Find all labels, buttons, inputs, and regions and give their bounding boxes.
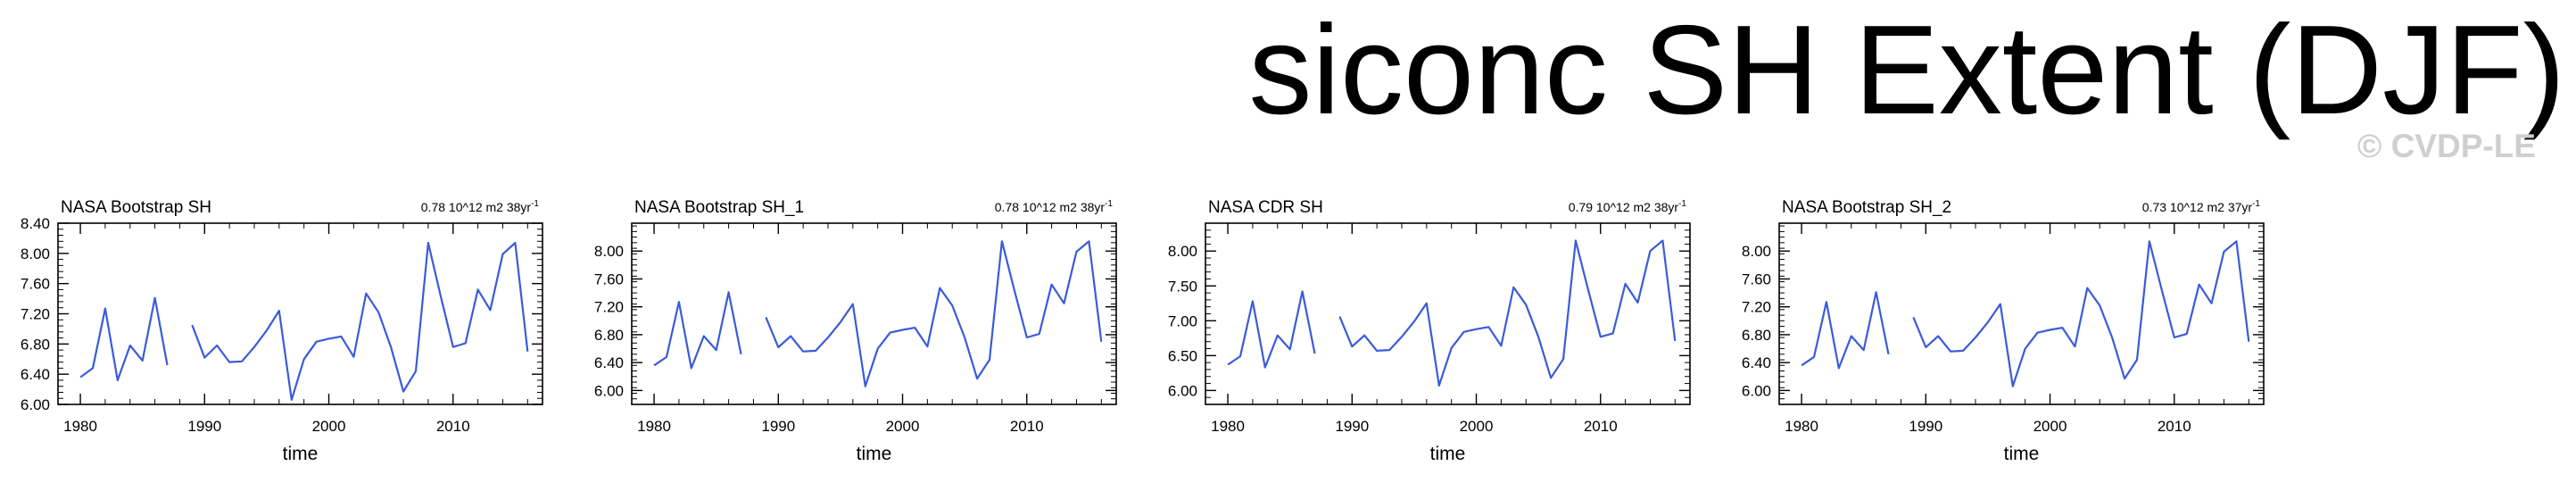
x-tick-label: 2010 (1010, 418, 1044, 435)
y-tick-label: 6.00 (1742, 382, 1771, 399)
chart-panel-4: 1980 1990 2000 2010 6.00 6.40 6.80 7.20 7.60 8.00… (1742, 198, 2265, 464)
trend-superscript: -1 (1678, 199, 1686, 209)
x-tick-label: 2010 (1584, 418, 1618, 435)
y-tick-label: 7.60 (594, 270, 624, 287)
trend-annotation: 0.73 10^12 m2 37yr-1 (2142, 199, 2261, 214)
chart-title: NASA Bootstrap SH_2 (1782, 198, 1951, 217)
series-line (79, 296, 169, 381)
series-line (1338, 239, 1677, 387)
series-line (1227, 290, 1316, 369)
y-tick-label: 7.00 (1168, 312, 1197, 329)
plot-frame (57, 222, 543, 405)
chart-panel-3: 1980 1990 2000 2010 6.00 6.50 7.00 7.50 8.00 NASA… (1168, 198, 1691, 464)
y-tick-label: 6.40 (1742, 354, 1771, 371)
y-tick-label: 7.50 (1168, 278, 1197, 295)
x-tick-label: 2000 (1460, 418, 1494, 435)
x-tick-label: 2000 (312, 418, 346, 435)
chart-panel-2: 1980 1990 2000 2010 6.00 6.40 6.80 7.20 7.60 8.00… (594, 198, 1117, 464)
y-tick-label: 7.20 (594, 299, 624, 316)
x-tick-label: 1990 (1335, 418, 1369, 435)
x-tick-label: 1990 (761, 418, 795, 435)
x-tick-label: 1980 (1785, 418, 1818, 435)
trend-annotation: 0.78 10^12 m2 38yr-1 (421, 199, 540, 214)
chart-panel-1: 1980 1990 2000 2010 6.00 6.40 6.80 7.20 7.60 8.00… (21, 198, 543, 464)
y-tick-label: 6.80 (21, 336, 50, 353)
chart-title: NASA CDR SH (1208, 198, 1323, 217)
watermark: © CVDP-LE (2357, 128, 2536, 164)
series-line (1912, 240, 2250, 387)
x-axis-label: time (283, 444, 319, 464)
series-line (653, 291, 742, 370)
trend-superscript: -1 (531, 199, 539, 209)
y-tick-label: 7.60 (21, 276, 50, 293)
y-tick-label: 6.40 (594, 354, 624, 371)
x-axis-label: time (1430, 444, 1466, 464)
x-tick-label: 1980 (637, 418, 671, 435)
y-tick-label: 8.00 (1168, 243, 1197, 260)
y-tick-label: 6.00 (594, 382, 624, 399)
series-line (765, 240, 1103, 387)
trend-superscript: -1 (1105, 199, 1113, 209)
x-tick-label: 1980 (1211, 418, 1245, 435)
y-tick-label: 7.60 (1742, 270, 1771, 287)
y-tick-label: 8.40 (21, 215, 50, 232)
trend-superscript: -1 (2252, 199, 2260, 209)
y-tick-label: 6.50 (1168, 347, 1197, 364)
y-tick-label: 6.80 (1742, 327, 1771, 344)
series-line (1801, 291, 1890, 370)
y-tick-label: 8.00 (594, 243, 624, 260)
chart-title: NASA Bootstrap SH_1 (634, 198, 804, 217)
plot-frame (631, 222, 1117, 405)
x-axis-label: time (2004, 444, 2040, 464)
x-tick-label: 2010 (2158, 418, 2191, 435)
series-line (191, 241, 529, 401)
y-tick-label: 6.00 (21, 396, 50, 413)
x-tick-label: 2010 (436, 418, 470, 435)
y-tick-label: 7.20 (21, 306, 50, 323)
x-axis-label: time (857, 444, 892, 464)
y-tick-label: 6.80 (594, 327, 624, 344)
y-tick-label: 6.00 (1168, 382, 1197, 399)
plot-frame (1778, 222, 2265, 405)
y-tick-label: 8.00 (1742, 243, 1771, 260)
trend-annotation: 0.78 10^12 m2 38yr-1 (995, 199, 1114, 214)
x-tick-label: 1990 (1909, 418, 1942, 435)
y-tick-label: 6.40 (21, 366, 50, 383)
chart-title: NASA Bootstrap SH (61, 198, 211, 217)
x-tick-label: 2000 (2033, 418, 2067, 435)
y-tick-label: 7.20 (1742, 299, 1771, 316)
x-tick-label: 1990 (187, 418, 221, 435)
y-tick-label: 8.00 (21, 246, 50, 262)
x-tick-label: 1980 (63, 418, 97, 435)
trend-annotation: 0.79 10^12 m2 38yr-1 (1569, 199, 1687, 214)
page-title: siconc SH Extent (DJF) (1248, 0, 2565, 141)
x-tick-label: 2000 (886, 418, 920, 435)
